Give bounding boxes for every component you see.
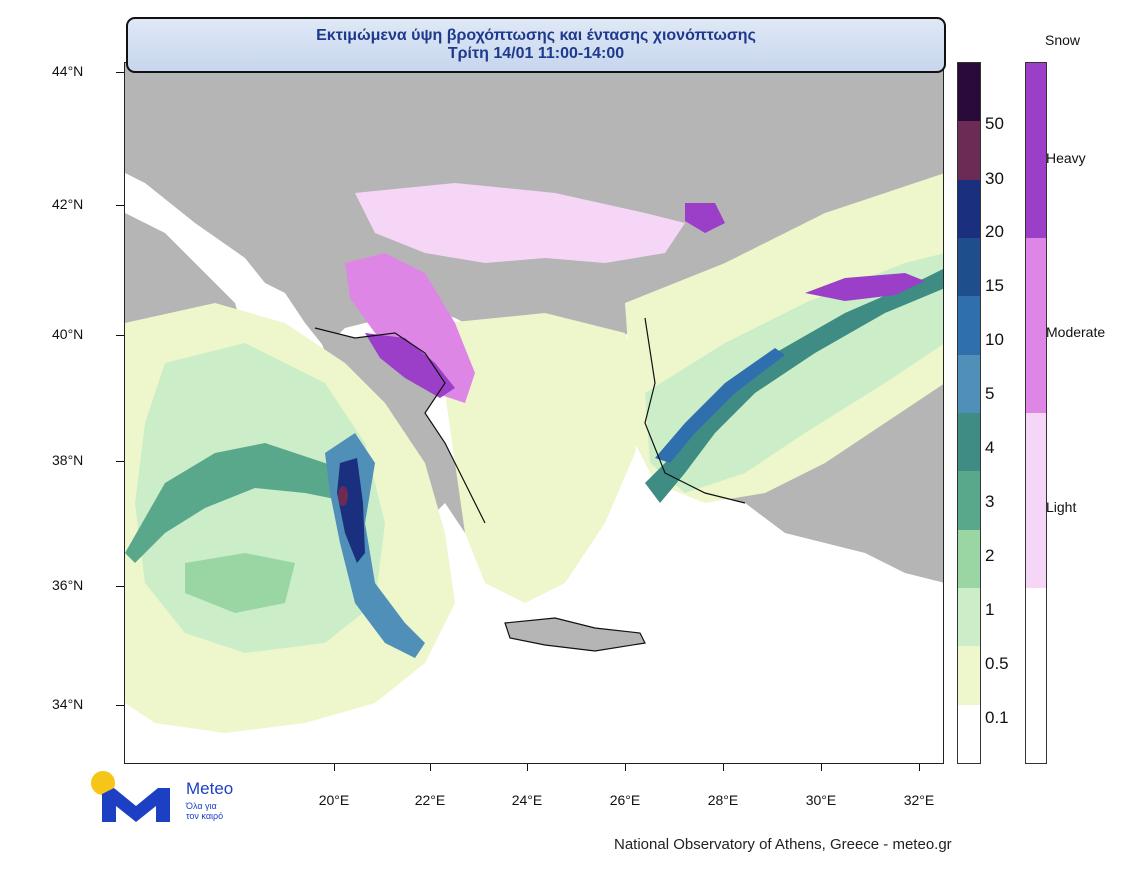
snow-scale-label: Light [1046,499,1077,515]
snow-heavy-pindus [365,333,455,398]
credit-text: National Observatory of Athens, Greece -… [614,836,952,853]
rain-band-east [645,269,943,503]
rain-scale-swatch [958,121,980,180]
lon-tick [527,764,528,771]
rain-scale-label: 1 [985,600,995,619]
lat-tick [116,586,124,587]
lat-tick [116,205,124,206]
lon-tick [821,764,822,771]
rain-scale-swatch [958,587,980,647]
rain-scale-label: 10 [985,330,1004,349]
lat-tick [116,461,124,462]
logo-tagline: Όλα για τον καιρό [186,801,246,821]
lon-label: 28°E [707,792,739,808]
rain-scale-swatch [958,296,980,355]
snow-heavy-east [685,203,725,233]
lon-tick [919,764,920,771]
rain-scale-label: 20 [985,222,1004,241]
lat-label: 36°N [52,577,84,593]
snow-scale-title: Snow [1045,32,1081,48]
snow-heavy-turkey [805,273,925,301]
snow-scale-label: Heavy [1046,150,1086,166]
snow-moderate-pindus [345,253,475,403]
land-crete [505,618,645,651]
rain-scale-swatch [958,63,980,122]
logo-tagline-line2: τον καιρό [186,811,224,821]
snow-scale-swatch [1026,63,1046,238]
lat-tick [116,335,124,336]
lat-label: 42°N [52,196,84,212]
rain-scale-swatch [958,646,980,705]
snow-scale-label: Moderate [1046,324,1106,340]
lat-tick [116,72,124,73]
rain-scale-label: 5 [985,384,995,403]
precipitation-map [124,62,944,764]
rain-scale-swatch [958,237,980,297]
title-line-1: Εκτιμώμενα ύψη βροχόπτωσης και έντασης χ… [316,27,756,44]
rain-scale-swatch [958,704,980,763]
lon-label: 32°E [903,792,935,808]
rain-scale-label: 0.1 [985,708,1009,727]
crete-outline [504,617,646,652]
meteo-logo-icon [91,771,170,822]
logo-tagline-line1: Όλα για [186,801,217,811]
rain-scale-swatch [958,354,980,413]
lon-tick [430,764,431,771]
rain-scale-label: 0.5 [985,654,1009,673]
snow-color-scale [1025,62,1047,764]
snow-scale-swatch [1026,413,1046,588]
lon-tick [723,764,724,771]
rain-band-south [185,553,295,613]
coastline-turkey [644,317,746,504]
lon-label: 24°E [511,792,543,808]
rain-scale-swatch [958,529,980,588]
lat-label: 40°N [52,326,84,342]
lon-label: 30°E [805,792,837,808]
rain-scale-label: 15 [985,276,1004,295]
rain-core-max [338,486,348,506]
snow-scale-swatch [1026,238,1046,413]
rain-scale-label: 3 [985,492,995,511]
rain-scale-swatch [958,471,980,530]
rain-color-scale [957,62,981,764]
lat-label: 44°N [52,63,84,79]
lon-tick [334,764,335,771]
lon-label: 26°E [609,792,641,808]
rain-light-aegean [445,313,645,603]
rain-band-east-core [655,348,785,463]
logo-name: Meteo [186,779,234,798]
map-title: Εκτιμώμενα ύψη βροχόπτωσης και έντασης χ… [126,17,946,73]
snow-scale-swatch [1026,588,1046,763]
lon-label: 22°E [414,792,446,808]
lon-tick [625,764,626,771]
title-line-2: Τρίτη 14/01 11:00-14:00 [447,45,625,62]
lat-label: 38°N [52,452,84,468]
snow-light-north [355,183,685,263]
lat-label: 34°N [52,696,84,712]
rain-core-ionian [337,458,365,563]
lon-label: 20°E [318,792,350,808]
lat-tick [116,705,124,706]
rain-scale-label: 30 [985,169,1004,188]
coastline [314,327,486,524]
rain-scale-label: 50 [985,114,1004,133]
rain-scale-label: 4 [985,438,995,457]
rain-scale-swatch [958,179,980,238]
rain-scale-label: 2 [985,546,995,565]
map-svg [125,63,943,733]
rain-band-west [125,443,365,563]
rain-scale-swatch [958,412,980,472]
